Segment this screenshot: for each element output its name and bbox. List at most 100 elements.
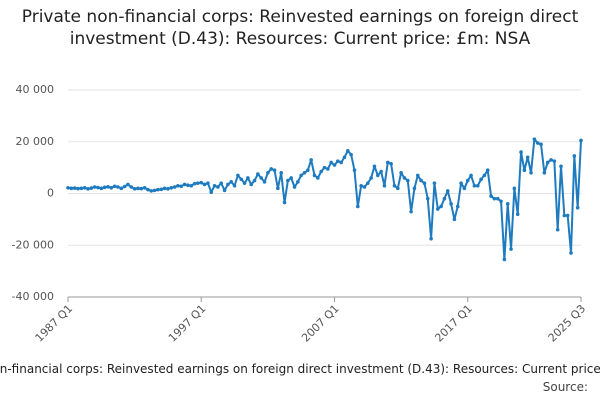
point [415, 173, 420, 178]
point [399, 171, 403, 175]
point [359, 183, 363, 188]
point [472, 183, 477, 188]
point [432, 181, 437, 185]
point [116, 185, 120, 189]
point [409, 209, 413, 214]
point [309, 158, 313, 162]
point [522, 168, 527, 173]
point [419, 178, 423, 183]
point [316, 176, 320, 180]
point [262, 180, 267, 184]
point [282, 200, 287, 205]
point [206, 181, 210, 185]
point [539, 142, 543, 147]
point [249, 182, 254, 187]
point [82, 186, 87, 190]
point [289, 176, 293, 180]
point [196, 181, 200, 185]
point [545, 160, 550, 165]
point [445, 189, 450, 193]
point [562, 213, 567, 218]
point [189, 183, 194, 188]
point [112, 184, 117, 189]
point [542, 171, 547, 175]
point [459, 181, 463, 185]
point [299, 173, 303, 178]
point [439, 204, 443, 209]
point [559, 164, 563, 169]
point [405, 178, 410, 183]
point [485, 168, 490, 173]
point [469, 173, 473, 178]
point [366, 181, 370, 185]
point [242, 181, 247, 185]
point [455, 204, 460, 209]
point [69, 186, 74, 191]
point [119, 186, 124, 191]
point [322, 165, 327, 170]
point [96, 185, 100, 190]
point [222, 188, 227, 193]
point [339, 160, 343, 165]
point [146, 187, 150, 192]
point [169, 186, 174, 190]
point [385, 160, 390, 165]
point [176, 183, 180, 188]
point [502, 257, 507, 262]
point [319, 169, 323, 174]
point [106, 184, 110, 189]
point [549, 158, 553, 162]
y-tick-label: -40 000 [12, 290, 54, 303]
point [529, 171, 533, 175]
point [159, 187, 164, 192]
point [76, 186, 80, 191]
point [252, 178, 257, 183]
point [579, 138, 583, 143]
point [422, 181, 427, 185]
point [149, 189, 154, 193]
point [186, 183, 190, 188]
point [392, 183, 397, 188]
point [192, 181, 197, 186]
point [202, 182, 207, 187]
y-tick-label: 20 000 [16, 135, 55, 148]
point [552, 159, 557, 163]
point [102, 185, 107, 190]
point [229, 180, 234, 184]
y-tick-label: 40 000 [16, 83, 55, 96]
point [126, 182, 130, 187]
point [369, 176, 373, 180]
legend-entry: Private non-financial corps: Reinvested … [0, 362, 600, 376]
point [266, 171, 270, 175]
point [372, 164, 377, 169]
point [129, 185, 134, 189]
point [512, 186, 517, 191]
point [259, 176, 264, 180]
point [219, 181, 224, 185]
point [152, 188, 157, 193]
point [212, 183, 217, 188]
point [86, 187, 90, 191]
point [342, 155, 347, 160]
point [79, 186, 84, 191]
point [356, 204, 360, 209]
point [306, 168, 310, 173]
point [482, 173, 487, 178]
point [519, 150, 523, 154]
point [379, 169, 383, 174]
point [136, 186, 140, 191]
point [72, 186, 77, 190]
point [256, 172, 260, 176]
point [402, 176, 407, 180]
point [346, 149, 350, 153]
point [312, 173, 317, 178]
point [479, 177, 483, 182]
point [555, 227, 560, 232]
point [489, 194, 493, 198]
point [332, 163, 337, 167]
point [89, 186, 94, 190]
point [505, 202, 510, 206]
point [515, 212, 520, 216]
